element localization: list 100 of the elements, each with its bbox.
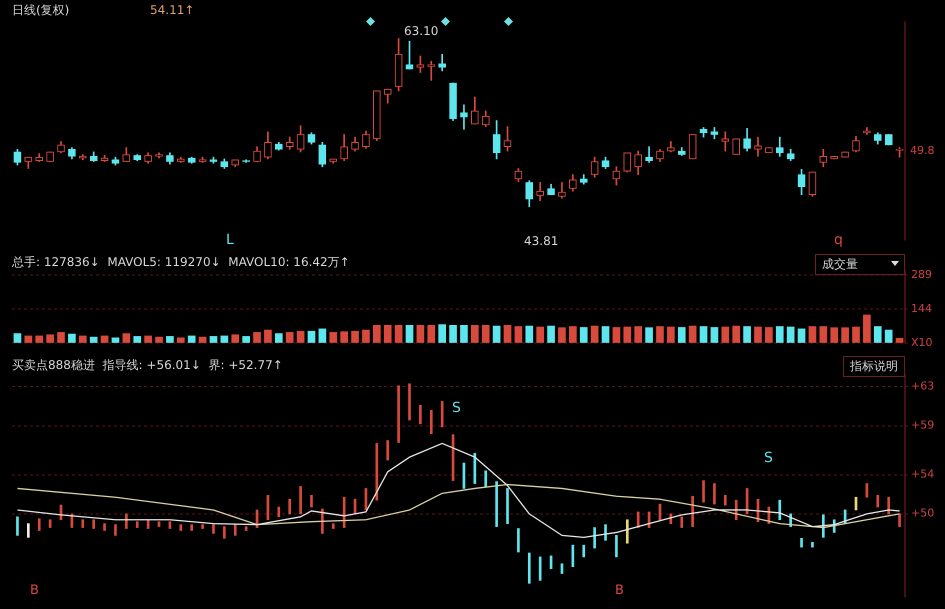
- bar: [854, 496, 858, 510]
- bar: [133, 336, 142, 343]
- bar: [658, 504, 662, 520]
- bar: [536, 326, 544, 343]
- bar: [430, 410, 433, 434]
- text: L: [226, 232, 234, 248]
- bar: [114, 524, 117, 536]
- bar: [452, 434, 454, 481]
- bar: [299, 486, 302, 514]
- bar: [667, 326, 675, 343]
- bar: [176, 337, 185, 343]
- bar: [612, 327, 620, 343]
- annotation: 成交量: [815, 254, 905, 275]
- bar: [538, 556, 542, 581]
- bar: [852, 326, 860, 343]
- chart-title: 买卖点888稳进 指导线: +56.01↓ 界: +52.77↑: [12, 357, 283, 374]
- bar: [743, 326, 751, 343]
- bar: [158, 521, 160, 527]
- text: 指标说明: [843, 356, 905, 377]
- bar: [253, 332, 261, 343]
- annotation: S: [764, 450, 773, 466]
- bar: [841, 327, 849, 343]
- bar: [765, 327, 773, 343]
- bar: [198, 336, 206, 343]
- bar: [560, 563, 564, 574]
- bar: [876, 494, 880, 508]
- bar: [416, 325, 424, 343]
- bar: [484, 470, 488, 487]
- bar: [329, 332, 338, 343]
- y-tick-label: +54: [911, 468, 934, 481]
- bar: [754, 326, 762, 343]
- bar: [397, 385, 400, 443]
- bar: [569, 326, 577, 343]
- bar: [256, 510, 258, 528]
- bar: [746, 488, 748, 514]
- bar: [419, 404, 422, 424]
- bar: [372, 325, 381, 343]
- bar: [504, 325, 512, 343]
- bar: [57, 332, 65, 343]
- bar: [884, 330, 892, 343]
- bar: [776, 326, 784, 343]
- text: q: [834, 232, 843, 248]
- bar: [354, 498, 356, 514]
- bar: [168, 521, 172, 529]
- bar: [242, 336, 250, 343]
- candlestick: [460, 104, 468, 130]
- bar: [623, 326, 632, 343]
- bar: [678, 327, 686, 343]
- bar: [318, 328, 326, 343]
- bar: [648, 512, 650, 528]
- bar: [112, 337, 120, 343]
- bar: [38, 518, 41, 531]
- y-tick-label: X10: [911, 336, 933, 349]
- chart-title: 日线(复权): [12, 2, 70, 19]
- bar: [830, 327, 838, 343]
- bar: [572, 544, 574, 568]
- bar: [223, 526, 226, 539]
- bar: [680, 516, 684, 528]
- bar: [24, 336, 32, 343]
- text: 54.11↑: [150, 3, 194, 17]
- bar: [449, 325, 457, 343]
- bar: [645, 327, 653, 343]
- bar: [811, 542, 814, 548]
- bar: [702, 480, 705, 502]
- candlestick: [754, 136, 762, 157]
- bar: [550, 556, 552, 569]
- bar: [492, 326, 500, 343]
- bar: [406, 325, 414, 343]
- chart-title: 总手: 127836↓ MAVOL5: 119270↓ MAVOL10: 16.42万↑: [12, 254, 350, 271]
- y-tick-label: +63: [911, 380, 934, 393]
- bar: [286, 332, 294, 343]
- bar: [602, 326, 610, 343]
- bar: [81, 519, 84, 528]
- bar: [732, 326, 740, 343]
- bar: [166, 336, 174, 343]
- bar: [362, 330, 370, 343]
- bar: [190, 524, 194, 531]
- bar: [471, 325, 479, 343]
- bar: [27, 523, 30, 538]
- bar: [798, 328, 806, 343]
- bar: [482, 325, 490, 343]
- y-tick-label: +59: [911, 418, 934, 432]
- bar: [724, 494, 727, 506]
- bar: [308, 330, 316, 343]
- bar: [201, 524, 204, 529]
- bar: [808, 326, 816, 343]
- bar: [48, 519, 52, 528]
- bar: [721, 326, 730, 343]
- bar: [188, 336, 196, 343]
- bar: [244, 526, 248, 531]
- bar: [68, 334, 76, 343]
- y-tick-label: 144: [911, 302, 932, 315]
- bar: [386, 440, 390, 460]
- bar: [351, 330, 359, 343]
- annotation: B: [30, 583, 39, 598]
- text: 49.8: [910, 144, 934, 157]
- annotation: B: [615, 583, 624, 598]
- bar: [394, 325, 402, 343]
- bar: [590, 326, 598, 343]
- bar: [122, 333, 130, 343]
